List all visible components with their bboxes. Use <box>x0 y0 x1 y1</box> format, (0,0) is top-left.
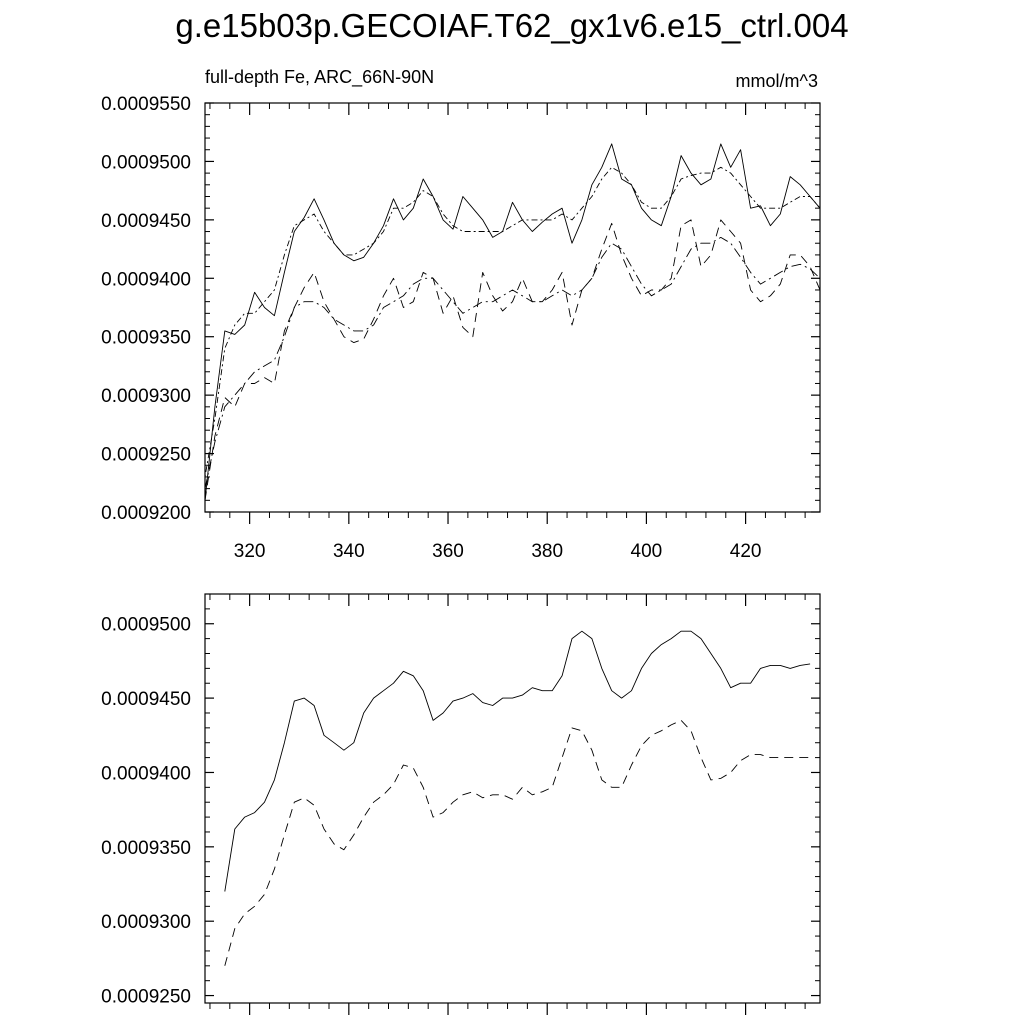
y-tick-label: 0.0009200 <box>101 503 191 524</box>
y-tick-label: 0.0009500 <box>101 152 191 173</box>
plot-frame <box>204 593 821 1004</box>
top-panel: 0.0009200 0.0009250 0.0009300 0.0009350 0.00… <box>101 67 821 562</box>
series-line-dashed <box>224 719 811 966</box>
y-tick-label: 0.0009400 <box>101 763 191 784</box>
y-tick-label: 0.0009450 <box>101 211 191 232</box>
x-tick-label: 360 <box>432 541 464 562</box>
series-line-dashed <box>204 219 821 501</box>
y-tick-label: 0.0009350 <box>101 838 191 859</box>
y-tick-label: 0.0009300 <box>101 912 191 933</box>
plot-frame <box>204 102 821 513</box>
panel-subtitle-left: full-depth Fe, ARC_66N-90N <box>205 67 434 88</box>
panel-subtitle-right: mmol/m^3 <box>736 71 818 91</box>
series-line-dash-dot <box>204 166 821 477</box>
x-tick-label: 380 <box>531 541 563 562</box>
y-tick-label: 0.0009250 <box>101 445 191 466</box>
series-line-solid <box>204 143 821 501</box>
y-tick-label: 0.0009350 <box>101 328 191 349</box>
bottom-panel: 0.0009250 0.0009300 0.0009350 0.0009400 0.00… <box>101 593 821 1015</box>
y-tick-label: 0.0009550 <box>101 94 191 115</box>
y-tick-label: 0.0009300 <box>101 386 191 407</box>
y-tick-label: 0.0009250 <box>101 987 191 1008</box>
y-tick-label: 0.0009400 <box>101 269 191 290</box>
x-tick-label: 320 <box>234 541 266 562</box>
x-tick-label: 420 <box>730 541 762 562</box>
y-tick-label: 0.0009500 <box>101 615 191 636</box>
y-tick-label: 0.0009450 <box>101 689 191 710</box>
x-tick-label: 400 <box>631 541 663 562</box>
x-tick-label: 340 <box>333 541 365 562</box>
series-line-long-dash-dot <box>204 236 821 489</box>
series-line-solid <box>224 630 811 892</box>
page-title: g.e15b03p.GECOIAF.T62_gx1v6.e15_ctrl.004 <box>175 7 849 44</box>
